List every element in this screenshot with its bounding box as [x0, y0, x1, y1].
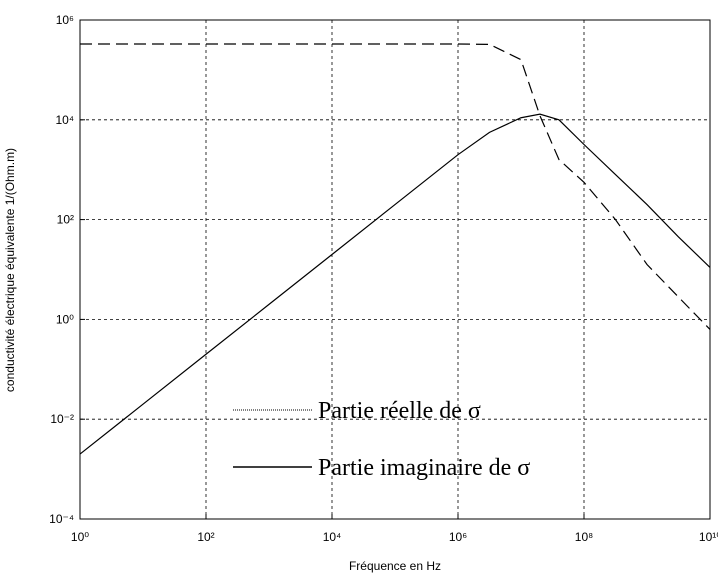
y-tick-label: 10⁻² — [50, 412, 74, 426]
series-line — [79, 113, 711, 455]
x-tick-label: 10⁸ — [575, 530, 593, 544]
x-tick-label: 10⁰ — [71, 530, 89, 544]
legend-label: Partie réelle de σ — [318, 398, 481, 424]
x-tick-label: 10⁴ — [323, 530, 342, 544]
y-tick-label: 10² — [57, 213, 74, 227]
y-tick-label: 10⁶ — [56, 13, 74, 27]
x-axis-label: Fréquence en Hz — [349, 559, 441, 573]
plot-frame — [79, 19, 711, 520]
y-tick-label: 10⁻⁴ — [49, 512, 74, 526]
x-tick-label: 10¹⁰ — [699, 530, 718, 544]
y-axis-label: conductivité électrique équivalente 1/(O… — [3, 148, 17, 392]
plot-area — [80, 20, 710, 519]
x-tick-label: 10⁶ — [449, 530, 467, 544]
y-tick-label: 10⁴ — [55, 113, 74, 127]
x-tick-label: 10² — [197, 530, 214, 544]
legend-label: Partie imaginaire de σ — [318, 455, 530, 481]
y-tick-label: 10⁰ — [56, 312, 74, 326]
